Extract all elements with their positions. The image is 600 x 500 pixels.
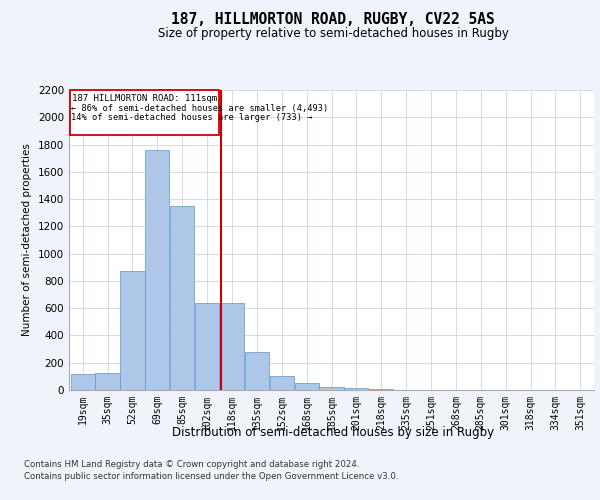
Y-axis label: Number of semi-detached properties: Number of semi-detached properties: [22, 144, 32, 336]
FancyBboxPatch shape: [70, 90, 219, 135]
Bar: [170, 206, 194, 390]
Text: 187, HILLMORTON ROAD, RUGBY, CV22 5AS: 187, HILLMORTON ROAD, RUGBY, CV22 5AS: [171, 12, 495, 28]
Text: Distribution of semi-detached houses by size in Rugby: Distribution of semi-detached houses by …: [172, 426, 494, 439]
Text: Contains HM Land Registry data © Crown copyright and database right 2024.: Contains HM Land Registry data © Crown c…: [24, 460, 359, 469]
Bar: [295, 383, 319, 390]
Text: 14% of semi-detached houses are larger (733) →: 14% of semi-detached houses are larger (…: [71, 113, 313, 122]
Text: ← 86% of semi-detached houses are smaller (4,493): ← 86% of semi-detached houses are smalle…: [71, 104, 328, 112]
Bar: [95, 373, 119, 390]
Bar: [344, 388, 368, 390]
Text: 187 HILLMORTON ROAD: 111sqm: 187 HILLMORTON ROAD: 111sqm: [72, 94, 217, 103]
Text: Contains public sector information licensed under the Open Government Licence v3: Contains public sector information licen…: [24, 472, 398, 481]
Bar: [220, 302, 244, 390]
Bar: [121, 272, 145, 390]
Bar: [319, 386, 344, 390]
Bar: [71, 374, 95, 390]
Bar: [245, 352, 269, 390]
Bar: [195, 302, 219, 390]
Text: Size of property relative to semi-detached houses in Rugby: Size of property relative to semi-detach…: [158, 28, 508, 40]
Bar: [145, 150, 169, 390]
Bar: [369, 389, 394, 390]
Bar: [269, 376, 294, 390]
